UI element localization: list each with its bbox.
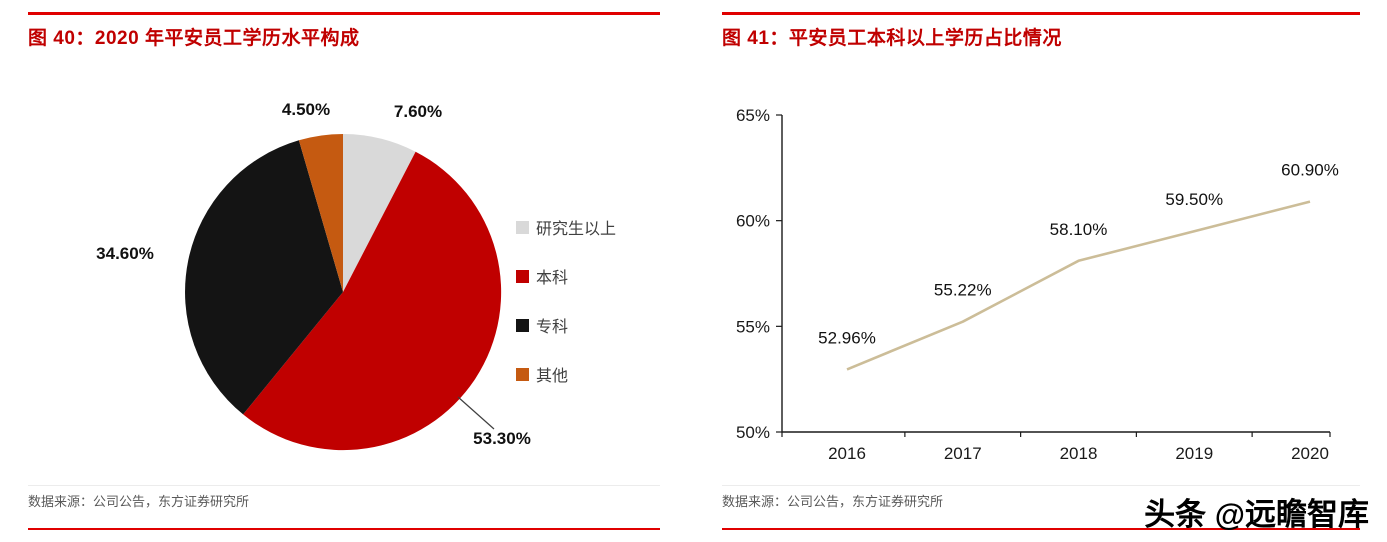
legend-swatch [516, 220, 529, 234]
data-label: 59.50% [1165, 190, 1223, 209]
figure-41-title: 图 41：平安员工本科以上学历占比情况 [722, 28, 1062, 49]
data-source-right: 数据来源：公司公告，东方证券研究所 [722, 494, 944, 509]
x-tick-label: 2018 [1060, 444, 1098, 463]
y-tick-label: 50% [736, 423, 770, 442]
legend-item-1: 本科 [516, 264, 616, 288]
pie-value-label: 34.60% [96, 244, 154, 263]
legend-item-3: 其他 [516, 362, 616, 386]
toutiao-watermark: 头条 @远瞻智库 [1144, 497, 1369, 532]
legend-label: 专科 [536, 319, 569, 336]
data-label: 60.90% [1281, 161, 1339, 180]
label-leader-line [457, 396, 495, 430]
pie-legend: 研究生以上本科专科其他 [516, 215, 616, 411]
legend-label: 其他 [536, 368, 569, 385]
x-tick-label: 2017 [944, 444, 982, 463]
top-rule [722, 12, 1360, 15]
pie-chart: 7.60% 53.30% 34.60% 4.50% [96, 100, 531, 451]
legend-label: 研究生以上 [536, 221, 617, 238]
trend-line [846, 200, 1311, 371]
bottom-rule [722, 528, 1360, 530]
x-tick-label: 2016 [828, 444, 866, 463]
y-tick-label: 55% [736, 317, 770, 336]
line-chart: 50% 55% 60% 65% 2016 2017 2018 2019 2020 52.96% 55… [736, 106, 1339, 463]
source-divider [28, 485, 660, 486]
pie-slice-3 [298, 134, 343, 292]
data-label: 58.10% [1050, 220, 1108, 239]
bottom-rule [28, 528, 660, 530]
source-divider [722, 485, 1360, 486]
x-tick-label: 2019 [1175, 444, 1213, 463]
y-tick-label: 60% [736, 212, 770, 231]
legend-label: 本科 [536, 270, 569, 287]
legend-item-2: 专科 [516, 313, 616, 337]
pie-value-label: 53.30% [473, 429, 531, 448]
y-tick-label: 65% [736, 106, 770, 125]
legend-swatch [516, 318, 529, 332]
pie-slice-0 [343, 134, 416, 292]
pie-value-label: 4.50% [282, 100, 330, 119]
data-source-left: 数据来源：公司公告，东方证券研究所 [28, 494, 250, 509]
legend-swatch [516, 269, 529, 283]
pie-slice-1 [243, 151, 502, 451]
top-rule [28, 12, 660, 15]
data-label: 52.96% [818, 328, 876, 347]
figure-40-title: 图 40：2020 年平安员工学历水平构成 [28, 28, 360, 49]
figure-40-panel: 图 40：2020 年平安员工学历水平构成 7.60% 53.30% 34.60% 4… [28, 12, 660, 530]
legend-item-0: 研究生以上 [516, 215, 616, 239]
pie-value-label: 7.60% [394, 102, 442, 121]
x-tick-label: 2020 [1291, 444, 1329, 463]
pie-slice-2 [185, 140, 343, 415]
legend-swatch [516, 367, 529, 381]
data-label: 55.22% [934, 281, 992, 300]
figure-41-panel: 图 41：平安员工本科以上学历占比情况 50% 55% 60% 65% 2016 2017… [722, 12, 1360, 530]
